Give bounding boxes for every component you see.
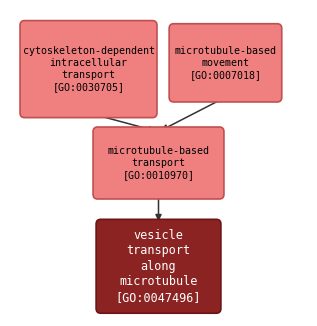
FancyBboxPatch shape xyxy=(20,21,157,118)
Text: microtubule-based
movement
[GO:0007018]: microtubule-based movement [GO:0007018] xyxy=(174,46,276,80)
FancyBboxPatch shape xyxy=(96,219,221,313)
Text: vesicle
transport
along
microtubule
[GO:0047496]: vesicle transport along microtubule [GO:… xyxy=(116,229,201,304)
FancyBboxPatch shape xyxy=(169,24,282,102)
Text: cytoskeleton-dependent
intracellular
transport
[GO:0030705]: cytoskeleton-dependent intracellular tra… xyxy=(23,46,154,92)
FancyBboxPatch shape xyxy=(93,127,224,199)
Text: microtubule-based
transport
[GO:0010970]: microtubule-based transport [GO:0010970] xyxy=(107,146,210,180)
